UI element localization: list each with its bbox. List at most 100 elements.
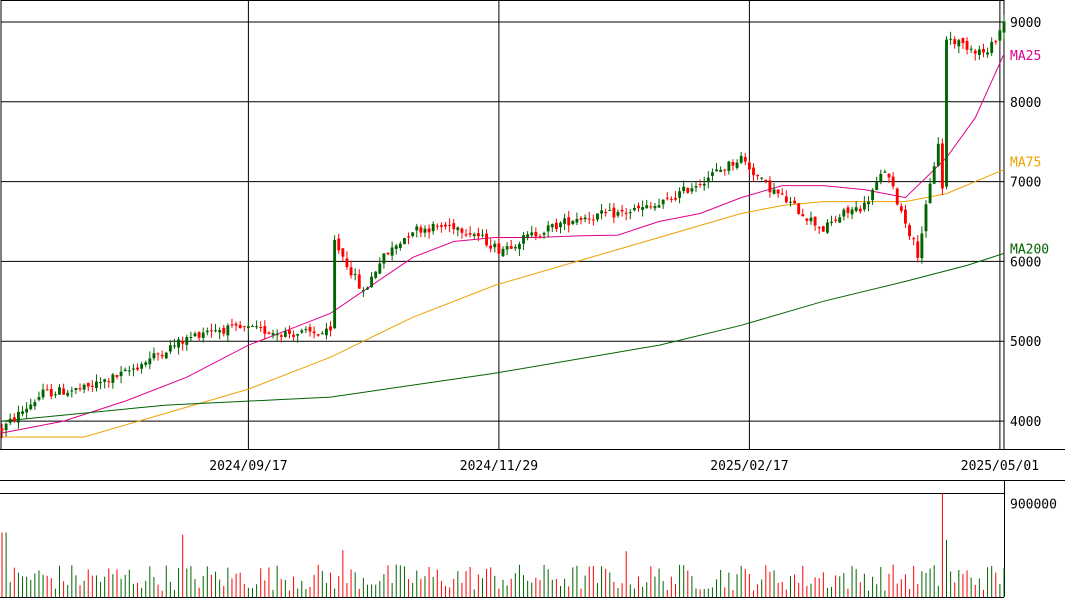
- candle-body: [694, 186, 698, 188]
- candle-body: [604, 211, 608, 214]
- candle-body: [33, 402, 37, 407]
- candle-body: [924, 204, 928, 232]
- candle-body: [891, 176, 895, 187]
- candle-body: [341, 248, 345, 257]
- candle-body: [99, 382, 102, 384]
- candle-body: [1002, 21, 1006, 33]
- candle-body: [776, 189, 780, 194]
- candle-body: [912, 238, 916, 240]
- candle-body: [431, 223, 435, 232]
- candle-body: [501, 248, 505, 257]
- candle-body: [945, 39, 948, 187]
- candle-body: [928, 183, 932, 204]
- candle-body: [706, 177, 710, 183]
- candle-body: [304, 329, 308, 331]
- candle-body: [476, 233, 480, 237]
- candle-body: [587, 218, 591, 220]
- candle-body: [119, 371, 123, 377]
- candle-body: [485, 233, 489, 246]
- price-tick-label: 8000: [1010, 96, 1041, 111]
- candle-body: [312, 331, 316, 334]
- candle-body: [591, 219, 595, 221]
- candle-body: [242, 326, 246, 328]
- candle-body: [357, 274, 361, 289]
- candle-body: [936, 143, 940, 166]
- candle-body: [567, 217, 571, 226]
- candle-body: [793, 200, 797, 204]
- candle-body: [107, 381, 111, 383]
- candle-body: [407, 236, 410, 238]
- candle-body: [513, 246, 517, 249]
- candle-body: [690, 188, 694, 192]
- candle-body: [530, 232, 534, 236]
- candle-body: [719, 169, 723, 172]
- candlesticks: [0, 14, 1006, 439]
- candle-body: [214, 330, 217, 332]
- price-tick-label: 6000: [1010, 255, 1041, 270]
- candle-body: [887, 173, 891, 178]
- candle-body: [809, 217, 813, 222]
- candle-body: [366, 287, 369, 290]
- candle-body: [123, 369, 127, 372]
- candle-body: [177, 339, 181, 348]
- candle-body: [760, 177, 764, 179]
- candle-body: [45, 389, 49, 391]
- candle-body: [661, 199, 665, 205]
- date-axis-labels: 2024/09/17 2024/11/29 2025/02/17 2025/05/01: [209, 459, 1039, 474]
- date-tick-label: 2025/05/01: [961, 459, 1039, 474]
- candle-body: [493, 243, 497, 248]
- candle-body: [160, 354, 164, 357]
- candle-body: [62, 388, 66, 395]
- candle-body: [563, 218, 567, 224]
- candle-body: [797, 203, 801, 214]
- candle-body: [140, 364, 144, 369]
- candle-body: [49, 388, 53, 397]
- candle-body: [308, 326, 312, 332]
- candle-body: [846, 207, 850, 213]
- candle-body: [460, 228, 464, 233]
- ma-line-ma75: [2, 169, 1005, 438]
- candle-body: [337, 238, 341, 251]
- candle-body: [830, 221, 833, 223]
- candle-body: [747, 162, 751, 170]
- candle-body: [752, 167, 755, 176]
- candle-body: [439, 225, 443, 227]
- price-tick-label: 9000: [1010, 16, 1041, 31]
- candle-body: [686, 187, 690, 193]
- candle-body: [735, 162, 739, 168]
- candle-body: [632, 208, 636, 211]
- candle-body: [768, 180, 772, 193]
- candle-body: [481, 234, 484, 236]
- candle-body: [41, 389, 45, 398]
- candle-body: [895, 188, 899, 205]
- candle-body: [965, 40, 969, 50]
- candle-body: [838, 217, 842, 223]
- price-tick-label: 7000: [1010, 176, 1041, 191]
- candle-body: [579, 217, 583, 220]
- candle-body: [66, 392, 70, 396]
- candle-body: [464, 234, 468, 236]
- candle-body: [403, 238, 406, 245]
- candle-body: [509, 246, 513, 249]
- candle-body: [674, 197, 677, 200]
- candle-body: [657, 205, 661, 208]
- candle-body: [772, 189, 776, 194]
- candle-body: [21, 411, 24, 414]
- candle-body: [70, 390, 74, 392]
- candle-body: [899, 206, 903, 211]
- candle-body: [173, 345, 176, 347]
- candle-body: [982, 48, 985, 53]
- candle-body: [669, 198, 673, 200]
- candle-body: [185, 337, 189, 345]
- candle-body: [300, 330, 304, 333]
- candle-body: [854, 207, 858, 211]
- candle-body: [542, 232, 546, 235]
- candle-body: [444, 224, 447, 227]
- candle-body: [801, 214, 805, 217]
- candle-body: [871, 189, 875, 201]
- candle-body: [238, 325, 242, 329]
- candle-body: [164, 352, 168, 359]
- candle-body: [534, 231, 538, 237]
- candle-body: [456, 227, 460, 231]
- candle-body: [715, 169, 718, 172]
